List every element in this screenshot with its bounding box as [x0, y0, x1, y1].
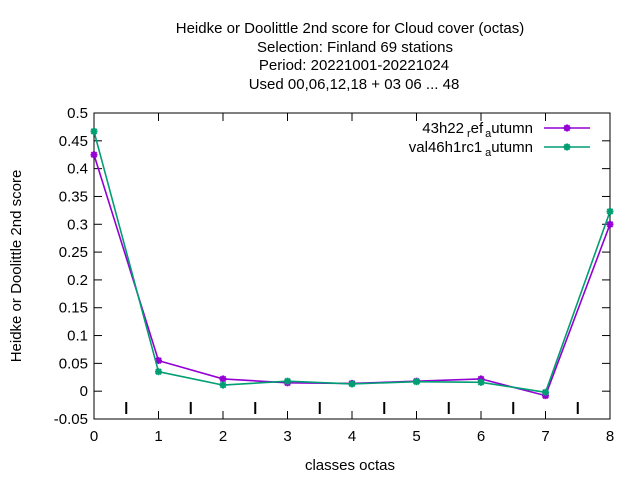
series-2-point	[90, 127, 98, 135]
legend-entry-2-label: val46h1rc1 autumn	[409, 139, 533, 159]
x-tick-label: 4	[348, 428, 356, 445]
x-tick-label: 8	[606, 428, 614, 445]
x-tick-label: 1	[154, 428, 162, 445]
y-tick-label: 0.2	[67, 272, 88, 289]
x-tick-label: 5	[412, 428, 420, 445]
x-tick-label: 2	[219, 428, 227, 445]
title-line-2: Selection: Finland 69 stations	[257, 39, 453, 56]
x-tick-label: 7	[541, 428, 549, 445]
legend-entry-1-swatch	[544, 124, 590, 132]
series-2-point	[284, 377, 291, 385]
title-line-1: Heidke or Doolittle 2nd score for Cloud …	[176, 20, 525, 37]
x-tick-label: 3	[283, 428, 291, 445]
chart-title: Heidke or Doolittle 2nd score for Cloud …	[176, 20, 525, 93]
series-1-point	[219, 375, 227, 383]
legend-entry-2-swatch	[544, 143, 590, 151]
title-line-4: Used 00,06,12,18 + 03 06 ... 48	[249, 76, 460, 93]
y-axis-label: Heidke or Doolittle 2nd score	[8, 170, 25, 363]
y-tick-label: 0.05	[59, 355, 88, 372]
y-axis: -0.05 0 0.05 0.1 0.15 0.2 0.25 0.3 0.35 0.4 0.45 0.…	[54, 105, 610, 428]
series-2-point	[606, 207, 614, 215]
series-1	[90, 151, 614, 400]
title-line-3: Period: 20221001-20221024	[259, 57, 449, 74]
x-tick-label: 6	[477, 428, 485, 445]
y-tick-label: 0.4	[67, 161, 88, 178]
series-layer	[90, 127, 614, 400]
legend: 43h22 ref autumn val46h1rc1 autumn	[409, 120, 590, 159]
series-1-point	[606, 220, 614, 228]
legend-entry-1-label: 43h22 ref autumn	[422, 120, 533, 140]
series-2-line	[93, 131, 611, 394]
series-2-point	[348, 380, 356, 388]
y-tick-label: 0.35	[59, 188, 88, 205]
plot-area-frame	[93, 112, 611, 420]
series-2	[90, 127, 614, 396]
y-tick-label: 0.5	[67, 105, 88, 122]
y-tick-label: 0.3	[67, 216, 88, 233]
series-2-point	[477, 378, 485, 386]
series-1-point	[90, 151, 98, 159]
legend-swatch-marker	[563, 143, 571, 151]
series-2-point	[219, 381, 227, 389]
series-1-line	[93, 154, 611, 397]
x-axis: 0 1 2 3 4 5 6 7 8	[90, 113, 614, 445]
series-2-point	[155, 368, 162, 376]
x-axis-label: classes octas	[305, 457, 395, 474]
y-tick-label: 0.1	[67, 328, 88, 345]
x-tick-label: 0	[90, 428, 98, 445]
legend-swatch-marker	[563, 124, 571, 132]
series-2-point	[542, 388, 549, 396]
y-tick-label: -0.05	[54, 411, 88, 428]
y-tick-label: 0.15	[59, 300, 88, 317]
y-tick-label: 0.25	[59, 244, 88, 261]
series-2-point	[413, 378, 420, 386]
y-tick-label: 0	[80, 383, 88, 400]
y-tick-label: 0.45	[59, 133, 88, 150]
